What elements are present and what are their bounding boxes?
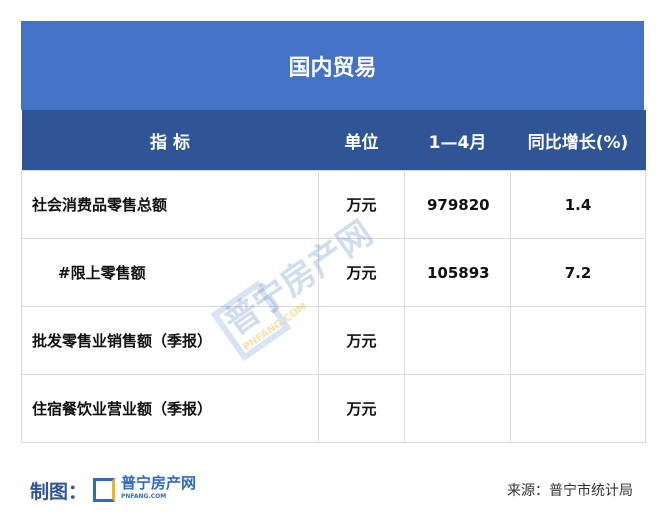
table-row: 住宿餐饮业营业额（季报） 万元 — [21, 374, 646, 443]
footer-maker: 制图： 普宁房产网 PNFANG.COM — [30, 476, 196, 504]
row-name: 住宿餐饮业营业额（季报） — [21, 374, 319, 443]
row-growth: 7.2 — [510, 238, 646, 307]
table-row: 批发零售业销售额（季报） 万元 — [21, 306, 646, 375]
logo-text: 普宁房产网 PNFANG.COM — [121, 474, 197, 501]
row-value: 105893 — [404, 238, 511, 307]
row-value — [404, 306, 511, 375]
table-row: 社会消费品零售总额 万元 979820 1.4 — [21, 170, 646, 239]
row-growth — [510, 306, 646, 375]
row-growth: 1.4 — [510, 170, 646, 239]
row-value: 979820 — [404, 170, 511, 239]
table-row: #限上零售额 万元 105893 7.2 — [21, 238, 646, 307]
table-title: 国内贸易 — [21, 21, 644, 110]
header-unit: 单位 — [318, 110, 405, 171]
row-unit: 万元 — [318, 374, 405, 443]
house-logo-icon — [93, 478, 116, 502]
row-unit: 万元 — [318, 170, 405, 239]
maker-label: 制图： — [30, 480, 88, 503]
row-name: #限上零售额 — [21, 238, 319, 307]
row-unit: 万元 — [318, 238, 405, 307]
row-name: 批发零售业销售额（季报） — [21, 306, 319, 375]
header-row: 指 标 单位 1—4月 同比增长(%) — [21, 110, 646, 171]
header-indicator: 指 标 — [21, 110, 319, 171]
row-name: 社会消费品零售总额 — [21, 170, 319, 239]
data-table: 指 标 单位 1—4月 同比增长(%) 社会消费品零售总额 万元 979820 … — [21, 110, 646, 443]
row-unit: 万元 — [318, 306, 405, 375]
source-text: 来源：普宁市统计局 — [507, 483, 633, 499]
row-growth — [510, 374, 646, 443]
header-growth: 同比增长(%) — [510, 110, 646, 171]
header-period: 1—4月 — [404, 110, 511, 171]
row-value — [404, 374, 511, 443]
